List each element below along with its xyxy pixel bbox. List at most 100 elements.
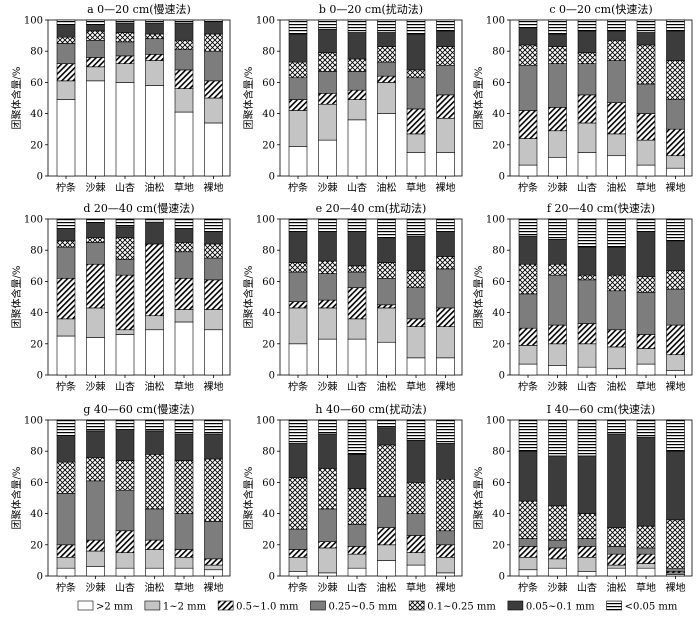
panel-title: h 40—60 cm(扰动法) (315, 402, 426, 416)
bar-segment (318, 260, 337, 274)
bar-segment (115, 63, 135, 83)
bar-segment (436, 268, 455, 309)
y-tick-label: 60 (30, 277, 43, 288)
bar-segment (347, 454, 367, 489)
bar-segment (145, 567, 164, 577)
chart-panel-2: b 0—20 cm(扰动法) 0 20 40 60 80 100 团聚体含量/% 柠条 沙棘 山杏油… (242, 2, 463, 194)
bar-segment (288, 419, 308, 444)
bar-segment (548, 156, 567, 177)
bar-segment (518, 538, 538, 547)
y-axis-label: 团聚体含量/% (472, 67, 485, 130)
bar-segment (548, 274, 567, 326)
chart-panel-7: g 40—60 cm(慢速法) 0 20 40 60 80 100 团聚体含量/% 柠条 沙棘 山杏… (10, 402, 231, 594)
y-axis-label: 团聚体含量/% (242, 266, 255, 329)
legend-label: 0.5~1.0 mm (236, 602, 299, 613)
bar-segment (347, 119, 367, 177)
bar-segment (377, 307, 396, 343)
bar-segment (436, 64, 455, 96)
bar-segment (115, 82, 135, 177)
legend-label: 0.25~0.5 mm (328, 602, 397, 613)
bar-segment (174, 556, 194, 569)
bar-segment (86, 539, 105, 552)
bar-segment (577, 343, 597, 368)
bar-segment (436, 544, 455, 558)
bar-segment (288, 571, 308, 577)
x-tick-label: 油松 (377, 581, 397, 594)
bar-segment (56, 36, 76, 44)
bar-segment (377, 113, 396, 177)
bar-segment (377, 427, 396, 446)
bar-segment (145, 508, 164, 541)
bar-segment (636, 83, 656, 114)
bar-segment (636, 547, 656, 555)
chart-panel-5: e 20—40 cm(扰动法) 0 20 40 60 80 100 团聚体含量/% 柠条 沙棘 山杏… (242, 201, 463, 393)
bar-segment (318, 547, 337, 574)
x-tick-label: 山杏 (347, 181, 367, 194)
bar-segment (56, 556, 76, 569)
bar-segment (56, 99, 76, 177)
bar-segment (636, 567, 656, 577)
bar-segment (347, 71, 367, 91)
y-tick-label: 60 (492, 277, 505, 288)
bar-segment (577, 513, 597, 539)
x-tick-label: 油松 (145, 181, 165, 194)
bar-segment (145, 38, 164, 55)
x-tick-label: 山杏 (115, 181, 135, 194)
x-tick-label: 沙棘 (318, 582, 338, 594)
bar-segment (518, 450, 538, 502)
panel-title: I 40—60 cm(快速法) (547, 402, 656, 416)
bar-segment (518, 138, 538, 166)
x-tick-label: 山杏 (577, 581, 597, 594)
bar-segment (56, 63, 76, 82)
legend-swatch (310, 600, 326, 611)
chart-panel-6: f 20—40 cm(快速法) 0 20 40 60 80 100 团聚体含量/% 柠条 沙棘 山杏… (472, 201, 693, 393)
x-tick-label: 山杏 (347, 380, 367, 393)
bar-segment (577, 556, 597, 572)
x-tick-label: 裸地 (436, 581, 456, 594)
bar-segment (86, 242, 105, 265)
bar-segment (377, 527, 396, 546)
y-tick-label: 80 (30, 246, 43, 257)
bar-segment (548, 343, 567, 366)
x-tick-label: 油松 (377, 380, 397, 393)
bar-segment (607, 346, 626, 370)
bar-segment (666, 288, 685, 326)
bar-segment (145, 243, 164, 317)
bar-segment (145, 54, 164, 61)
y-tick-label: 20 (492, 140, 505, 151)
bar-segment (406, 108, 426, 135)
y-tick-label: 80 (492, 47, 505, 58)
bar-segment (174, 309, 194, 323)
bar-segment (347, 318, 367, 340)
bar-segment (115, 552, 135, 569)
bar-segment (347, 524, 367, 547)
bar-segment (636, 553, 656, 564)
bar-segment (204, 80, 223, 99)
bar-segment (347, 567, 367, 577)
bar-segment (577, 30, 597, 54)
bar-segment (666, 354, 685, 371)
bar-segment (174, 228, 194, 243)
bar-segment (174, 19, 194, 24)
bar-segment (288, 99, 308, 111)
bar-segment (174, 39, 194, 50)
x-tick-label: 裸地 (204, 581, 224, 594)
bar-segment (86, 24, 105, 32)
bar-segment (86, 480, 105, 541)
bar-segment (636, 113, 656, 141)
bar-segment (145, 22, 164, 35)
bar-segment (607, 553, 626, 566)
bar-segment (174, 88, 194, 113)
bar-segment (518, 235, 538, 265)
bar-segment (318, 307, 337, 340)
bar-segment (577, 94, 597, 124)
bar-segment (548, 107, 567, 132)
x-tick-label: 草地 (174, 181, 194, 194)
y-tick-label: 0 (37, 371, 43, 382)
bar-segment (204, 564, 223, 571)
bar-segment (436, 152, 455, 177)
bar-segment (406, 69, 426, 79)
x-tick-label: 柠条 (288, 581, 308, 594)
bar-segment (577, 546, 597, 558)
bar-segment (377, 32, 396, 47)
